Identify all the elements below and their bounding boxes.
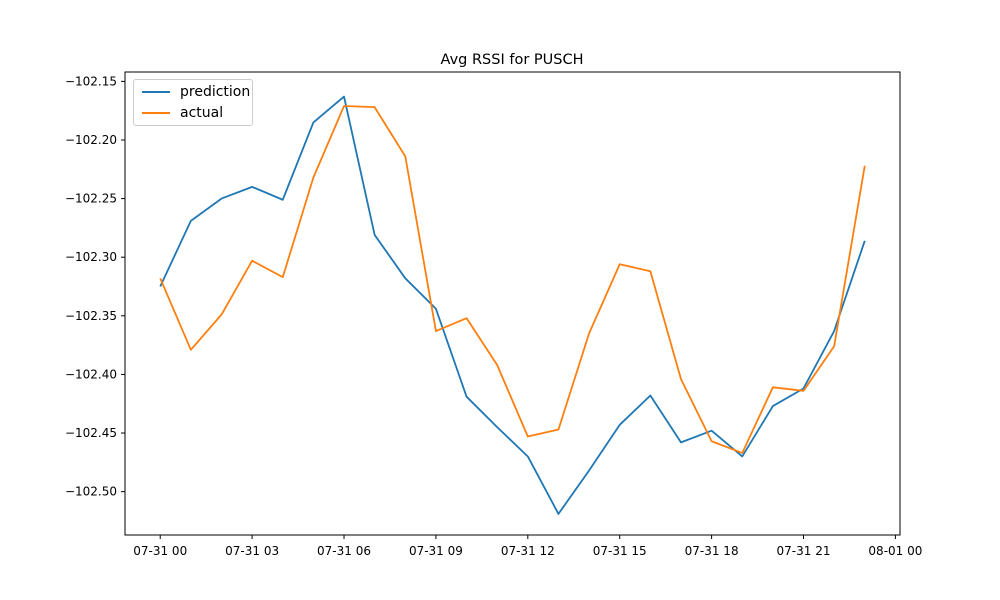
series-layer bbox=[159, 95, 866, 515]
y-tick-label: −102.30 bbox=[65, 250, 117, 264]
legend-item-prediction: prediction bbox=[142, 83, 250, 101]
chart-title: Avg RSSI for PUSCH bbox=[441, 52, 584, 68]
x-tick-label: 07-31 00 bbox=[133, 544, 187, 558]
x-tick-label: 07-31 18 bbox=[685, 544, 739, 558]
legend-swatch-actual bbox=[142, 112, 170, 114]
y-tick-label: −102.20 bbox=[65, 133, 117, 147]
legend-label-actual: actual bbox=[180, 105, 224, 121]
y-tick-label: −102.50 bbox=[65, 485, 117, 499]
series-line-actual bbox=[159, 105, 866, 454]
y-tick-label: −102.15 bbox=[65, 74, 117, 88]
series-line-prediction bbox=[159, 95, 866, 515]
y-tick-label: −102.45 bbox=[65, 426, 117, 440]
x-tick-label: 07-31 06 bbox=[317, 544, 371, 558]
x-tick-label: 07-31 09 bbox=[409, 544, 463, 558]
y-tick-label: −102.25 bbox=[65, 192, 117, 206]
x-tick-label: 07-31 12 bbox=[501, 544, 555, 558]
legend-item-actual: actual bbox=[142, 104, 223, 122]
x-tick-label: 07-31 21 bbox=[777, 544, 831, 558]
y-tick-label: −102.35 bbox=[65, 309, 117, 323]
axis-layer: 07-31 00 07-31 03 07-31 06 07-31 09 07-31 12… bbox=[65, 74, 922, 558]
legend-swatch-prediction bbox=[142, 91, 170, 93]
x-tick-label: 07-31 15 bbox=[593, 544, 647, 558]
x-tick-label: 07-31 03 bbox=[225, 544, 279, 558]
x-tick-label: 08-01 00 bbox=[868, 544, 922, 558]
legend: prediction actual bbox=[133, 79, 253, 126]
y-tick-label: −102.40 bbox=[65, 367, 117, 381]
plot-frame bbox=[124, 71, 901, 536]
legend-label-prediction: prediction bbox=[180, 84, 251, 100]
